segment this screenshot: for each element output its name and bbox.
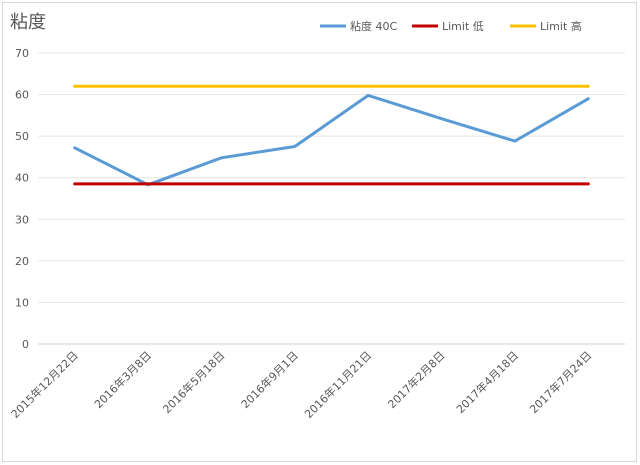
- y-tick-label: 20: [15, 255, 29, 268]
- x-tick-label: 2017年2月8日: [385, 348, 448, 411]
- y-tick-label: 60: [15, 89, 29, 102]
- chart-title: 粘度: [10, 12, 46, 33]
- series-line-1: [73, 93, 590, 187]
- y-tick-label: 10: [15, 296, 29, 309]
- x-tick-label: 2016年11月21日: [301, 348, 374, 421]
- series-lines: [73, 84, 590, 187]
- legend: 粘度 40C Limit 低 Limit 高: [320, 19, 582, 33]
- x-tick-label: 2016年5月18日: [160, 348, 228, 416]
- x-tick-label: 2016年9月1日: [238, 348, 301, 411]
- y-tick-label: 30: [15, 213, 29, 226]
- x-axis-ticks: 2015年12月22日 2016年3月8日 2016年5月18日 2016年9月1日 2…: [8, 348, 594, 421]
- y-axis-ticks: 0 10 20 30 40 50 60 70: [15, 47, 29, 351]
- x-tick-label: 2016年3月8日: [91, 348, 154, 411]
- gridlines: [38, 52, 625, 345]
- y-tick-label: 50: [15, 130, 29, 143]
- legend-label: Limit 高: [540, 19, 582, 33]
- x-tick-label: 2015年12月22日: [8, 348, 81, 421]
- y-tick-label: 70: [15, 47, 29, 60]
- y-tick-label: 40: [15, 172, 29, 185]
- y-tick-label: 0: [22, 338, 29, 351]
- x-tick-label: 2017年7月24日: [527, 348, 595, 416]
- legend-label: 粘度 40C: [350, 19, 397, 33]
- legend-label: Limit 低: [442, 20, 484, 33]
- x-tick-label: 2017年4月18日: [453, 348, 521, 416]
